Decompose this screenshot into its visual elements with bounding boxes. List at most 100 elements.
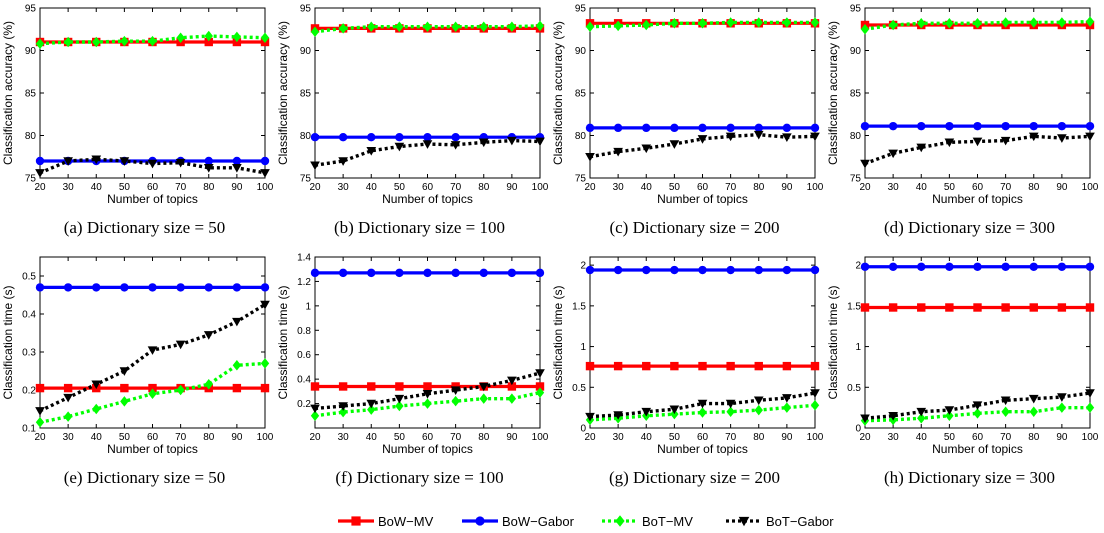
data-point — [119, 157, 130, 166]
x-tick-label: 100 — [532, 182, 549, 193]
data-point — [1057, 393, 1067, 402]
y-tick-label: 75 — [850, 174, 862, 185]
x-tick-label: 90 — [231, 182, 243, 193]
x-tick-label: 40 — [91, 182, 103, 193]
data-point — [535, 20, 545, 32]
data-point — [1085, 16, 1095, 27]
data-point — [176, 384, 185, 396]
data-point — [91, 380, 102, 390]
subplot-caption: (e) Dictionary size = 50 — [64, 468, 226, 487]
series-bot-gabor — [860, 132, 1095, 169]
data-point — [232, 31, 242, 43]
data-point — [232, 164, 242, 173]
data-point — [507, 382, 517, 391]
y-tick-label: 0 — [855, 424, 861, 435]
series-bow-mv — [585, 361, 820, 371]
y-tick-label: 85 — [850, 89, 862, 100]
x-tick-label: 60 — [972, 182, 984, 193]
x-tick-label: 20 — [309, 432, 321, 443]
data-point — [585, 152, 595, 162]
data-point — [945, 121, 954, 131]
x-tick-label: 30 — [63, 432, 75, 443]
x-tick-label: 50 — [669, 432, 681, 443]
x-tick-label: 40 — [916, 432, 928, 443]
data-point — [310, 161, 320, 171]
data-point — [860, 121, 870, 131]
data-point — [613, 147, 623, 157]
series-bot-gabor — [585, 130, 820, 162]
legend-label: BoW−Gabor — [502, 514, 575, 529]
data-point — [698, 265, 707, 275]
data-point — [120, 283, 129, 292]
series-bot-mv — [35, 30, 270, 49]
x-axis-label: Number of topics — [657, 192, 748, 206]
x-tick-label: 40 — [641, 182, 653, 193]
x-tick-label: 80 — [203, 182, 215, 193]
x-tick-label: 60 — [422, 432, 434, 443]
data-point — [860, 262, 870, 271]
x-tick-label: 90 — [1056, 432, 1068, 443]
x-axis-label: Number of topics — [382, 192, 473, 206]
y-tick-label: 90 — [300, 46, 312, 57]
data-point — [642, 123, 651, 133]
x-tick-label: 60 — [147, 182, 159, 193]
y-tick-label: 80 — [25, 131, 37, 142]
subplot-e: 20 30 40 50 60 70 80 90 100 0.1 0.2 0.3 0.4 0.5 Number… — [1, 256, 274, 487]
series-line — [314, 371, 541, 411]
data-point — [782, 17, 792, 28]
data-point — [63, 411, 73, 422]
series-bot-gabor — [310, 369, 545, 414]
data-point — [63, 393, 73, 403]
x-tick-label: 50 — [119, 182, 131, 193]
data-point — [535, 268, 545, 278]
y-tick-label: 0.5 — [847, 383, 861, 394]
series-bot-gabor — [35, 300, 270, 416]
y-tick-label: 0.3 — [22, 348, 36, 359]
data-point — [366, 147, 377, 156]
y-tick-label: 90 — [850, 46, 862, 57]
data-point — [670, 123, 679, 133]
x-tick-label: 50 — [944, 432, 956, 443]
data-point — [945, 262, 954, 271]
data-point — [782, 394, 792, 403]
data-point — [1057, 121, 1067, 131]
data-point — [423, 398, 432, 409]
y-tick-label: 75 — [25, 174, 37, 185]
data-point — [810, 361, 820, 371]
data-point — [310, 382, 320, 391]
data-point — [423, 133, 432, 142]
x-tick-label: 30 — [613, 432, 625, 443]
data-point — [698, 361, 707, 371]
y-axis-label: Classification accuracy (%) — [276, 21, 290, 165]
x-tick-label: 100 — [257, 182, 274, 193]
series-line — [864, 391, 1091, 420]
data-point — [367, 404, 376, 415]
subplot-caption: (a) Dictionary size = 50 — [64, 218, 226, 237]
data-point — [478, 138, 489, 148]
y-tick-label: 1.5 — [572, 301, 586, 312]
data-point — [782, 123, 792, 133]
y-tick-label: 95 — [850, 4, 862, 15]
x-tick-label: 70 — [450, 182, 462, 193]
data-point — [888, 121, 898, 131]
subplot-caption: (b) Dictionary size = 100 — [334, 218, 505, 237]
y-axis-label: Classification accuracy (%) — [826, 21, 840, 165]
data-point — [972, 137, 983, 147]
x-tick-label: 40 — [366, 432, 378, 443]
data-point — [1001, 121, 1010, 131]
data-point — [535, 382, 545, 391]
data-point — [697, 399, 708, 409]
data-point — [451, 21, 460, 32]
subplot-caption: (f) Dictionary size = 100 — [335, 468, 503, 487]
x-tick-label: 30 — [613, 182, 625, 193]
x-tick-label: 100 — [257, 432, 274, 443]
x-tick-label: 50 — [394, 432, 406, 443]
data-point — [535, 369, 545, 378]
y-tick-label: 1.4 — [297, 253, 311, 264]
subplot-b: 20 30 40 50 60 70 80 90 100 75 80 85 90 95 Number of t… — [276, 4, 549, 238]
data-point — [450, 141, 461, 150]
data-point — [753, 130, 764, 140]
y-tick-label: 95 — [25, 4, 37, 15]
x-tick-label: 60 — [422, 182, 434, 193]
data-point — [338, 406, 348, 418]
